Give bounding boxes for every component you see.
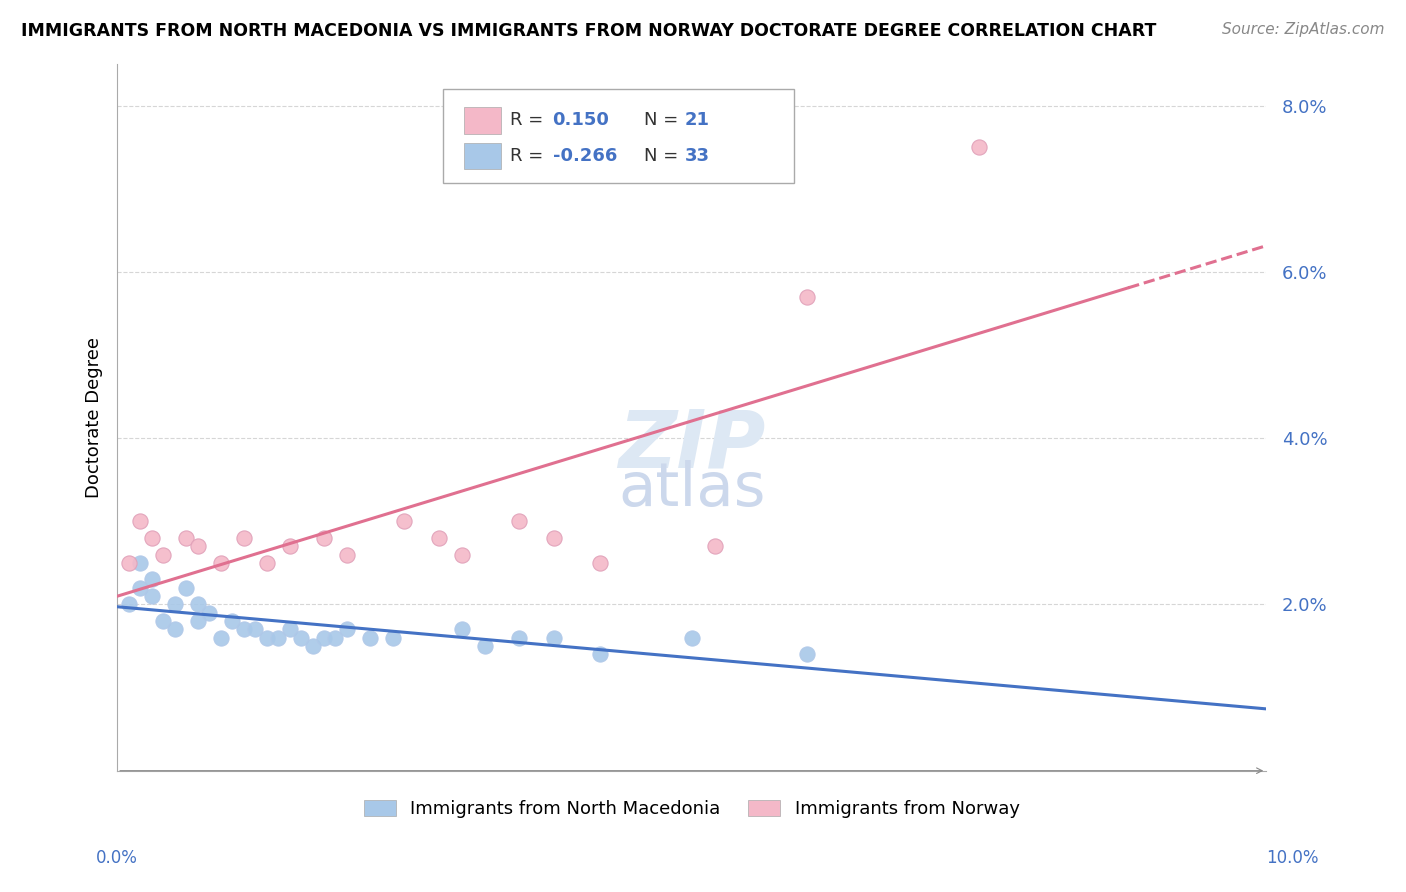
Point	[163, 598, 186, 612]
Point	[152, 548, 174, 562]
Point	[187, 598, 209, 612]
Text: Source: ZipAtlas.com: Source: ZipAtlas.com	[1222, 22, 1385, 37]
Text: 21: 21	[685, 112, 710, 129]
Point	[359, 631, 381, 645]
Text: ZIP: ZIP	[619, 407, 765, 484]
Point	[543, 631, 565, 645]
Point	[394, 514, 416, 528]
Point	[381, 631, 404, 645]
Point	[427, 531, 450, 545]
Point	[129, 556, 152, 570]
Point	[451, 623, 474, 637]
Point	[243, 623, 266, 637]
Text: atlas: atlas	[617, 459, 765, 519]
Point	[336, 548, 359, 562]
Point	[129, 514, 152, 528]
Point	[221, 614, 243, 628]
Point	[118, 556, 141, 570]
Text: IMMIGRANTS FROM NORTH MACEDONIA VS IMMIGRANTS FROM NORWAY DOCTORATE DEGREE CORRE: IMMIGRANTS FROM NORTH MACEDONIA VS IMMIG…	[21, 22, 1157, 40]
Point	[141, 531, 163, 545]
Point	[589, 648, 612, 662]
Point	[301, 639, 323, 653]
Point	[118, 598, 141, 612]
Point	[312, 631, 335, 645]
Point	[256, 631, 278, 645]
Point	[474, 639, 496, 653]
Point	[681, 631, 703, 645]
Point	[129, 581, 152, 595]
Point	[290, 631, 312, 645]
Text: N =: N =	[644, 147, 683, 165]
Point	[174, 581, 197, 595]
Point	[209, 631, 232, 645]
Text: R =: R =	[510, 147, 550, 165]
Point	[187, 614, 209, 628]
Point	[256, 556, 278, 570]
Text: 0.150: 0.150	[553, 112, 609, 129]
Point	[508, 631, 530, 645]
Point	[796, 290, 818, 304]
Point	[278, 623, 301, 637]
Point	[967, 140, 990, 154]
Point	[152, 614, 174, 628]
Point	[209, 556, 232, 570]
Text: N =: N =	[644, 112, 683, 129]
Text: 10.0%: 10.0%	[1267, 849, 1319, 867]
Point	[267, 631, 290, 645]
Point	[543, 531, 565, 545]
Point	[703, 539, 725, 553]
Point	[141, 573, 163, 587]
Point	[198, 606, 221, 620]
Point	[796, 648, 818, 662]
Y-axis label: Doctorate Degree: Doctorate Degree	[86, 337, 103, 498]
Point	[174, 531, 197, 545]
Point	[508, 514, 530, 528]
Point	[141, 589, 163, 603]
Point	[232, 623, 254, 637]
Point	[336, 623, 359, 637]
Point	[187, 539, 209, 553]
Point	[325, 631, 347, 645]
Point	[589, 556, 612, 570]
Text: -0.266: -0.266	[553, 147, 617, 165]
Point	[451, 548, 474, 562]
Legend: Immigrants from North Macedonia, Immigrants from Norway: Immigrants from North Macedonia, Immigra…	[356, 793, 1026, 825]
Text: R =: R =	[510, 112, 555, 129]
Point	[312, 531, 335, 545]
Text: 0.0%: 0.0%	[96, 849, 138, 867]
Point	[278, 539, 301, 553]
Point	[163, 623, 186, 637]
Text: 33: 33	[685, 147, 710, 165]
Point	[232, 531, 254, 545]
